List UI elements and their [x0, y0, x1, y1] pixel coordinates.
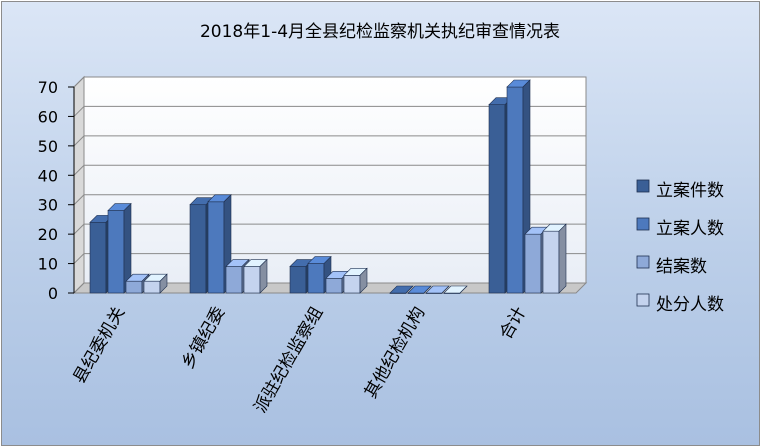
bar	[389, 285, 414, 294]
bar-side	[423, 285, 432, 294]
bar-front	[89, 222, 107, 294]
bar-front	[524, 233, 542, 294]
y-tick-label: 70	[38, 78, 58, 97]
x-tick-label: 乡镇纪委	[178, 304, 229, 373]
y-tick-label: 60	[38, 107, 58, 126]
y-tick-label: 20	[38, 225, 58, 244]
legend-label: 结案数	[656, 257, 707, 277]
bar-front	[506, 86, 524, 294]
bar	[243, 258, 268, 294]
legend-swatch	[636, 293, 650, 307]
legend-swatch	[636, 217, 650, 231]
x-tick-label: 合计	[496, 304, 530, 343]
bar-side	[259, 258, 268, 294]
bar	[143, 273, 168, 294]
bar-front	[189, 204, 207, 294]
y-tick-label: 40	[38, 166, 58, 185]
y-tick-label: 50	[38, 137, 58, 156]
bar	[107, 202, 132, 294]
bar-side	[159, 273, 168, 294]
bar-side	[441, 285, 450, 294]
chart-title: 2018年1-4月全县纪检监察机关执纪审查情况表	[200, 22, 560, 42]
bar	[542, 223, 567, 294]
bar-front	[343, 275, 361, 294]
gridline-side	[73, 164, 85, 176]
bar-front	[125, 280, 143, 294]
bar-front	[207, 201, 225, 294]
legend-item: 立案件数	[636, 179, 724, 201]
legend-label: 处分人数	[656, 295, 724, 315]
x-tick-label: 县纪委机关	[70, 304, 130, 388]
bar	[407, 285, 432, 294]
bar-side	[558, 223, 567, 294]
gridline-side	[73, 194, 85, 206]
bar-front	[107, 210, 125, 294]
gridline-side	[73, 76, 85, 88]
legend-swatch	[636, 255, 650, 269]
bar	[506, 79, 531, 294]
y-tick-label: 10	[38, 255, 58, 274]
gridline-side	[73, 135, 85, 147]
bar-front	[225, 266, 243, 294]
y-tick-label: 0	[48, 284, 58, 303]
legend-swatch	[636, 179, 650, 193]
legend-label: 立案人数	[656, 219, 724, 239]
bar-front	[243, 266, 261, 294]
legend-label: 立案件数	[656, 181, 724, 201]
bar-side	[459, 285, 468, 294]
legend-item: 结案数	[636, 255, 707, 277]
bars	[89, 79, 567, 294]
bar-side	[405, 285, 414, 294]
y-tick-label: 30	[38, 196, 58, 215]
bar-front	[542, 230, 560, 294]
gridline-side	[73, 223, 85, 235]
bar-front	[307, 263, 325, 294]
legend-item: 立案人数	[636, 217, 724, 239]
bar-front	[488, 104, 506, 294]
bar-side	[359, 267, 368, 294]
bar	[343, 267, 368, 294]
y-axis: 0 10 20 30 40 50 60 70	[38, 78, 75, 303]
x-axis: 县纪委机关 乡镇纪委 派驻纪检监察组 其他纪检机构 合计	[70, 304, 531, 417]
x-tick-label: 其他纪检机构	[361, 304, 429, 402]
plot-side-wall	[73, 75, 85, 295]
legend-item: 处分人数	[636, 293, 724, 315]
bar-front	[143, 280, 161, 294]
bar-front	[289, 266, 307, 294]
gridline-side	[73, 106, 85, 117]
bar-front	[325, 277, 343, 294]
gridline-side	[73, 282, 85, 294]
gridline-side	[73, 253, 85, 264]
bar	[425, 285, 450, 294]
x-tick-label: 派驻纪检监察组	[251, 304, 328, 417]
bar	[443, 285, 468, 294]
